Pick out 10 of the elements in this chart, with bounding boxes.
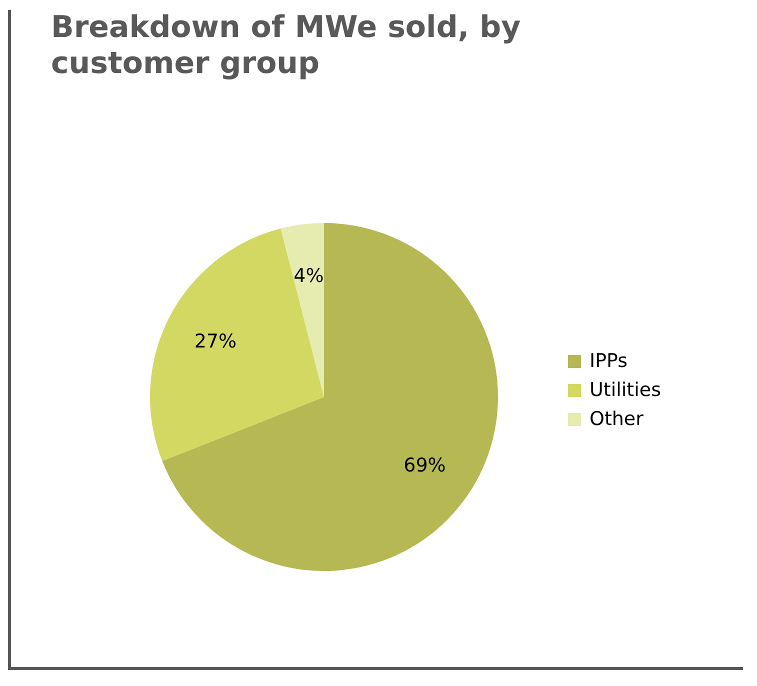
pie-slice bbox=[150, 228, 324, 462]
data-label: 69% bbox=[404, 454, 446, 476]
data-label: 4% bbox=[294, 265, 324, 288]
chart-title: Breakdown of MWe sold, by customer group bbox=[51, 10, 522, 82]
data-label: 27% bbox=[194, 330, 237, 353]
legend-label: IPPs bbox=[589, 348, 628, 374]
legend-label: Other bbox=[589, 406, 644, 432]
legend-label: Utilities bbox=[589, 378, 661, 402]
pie-slice bbox=[162, 223, 498, 571]
pie-slice bbox=[280, 223, 324, 397]
